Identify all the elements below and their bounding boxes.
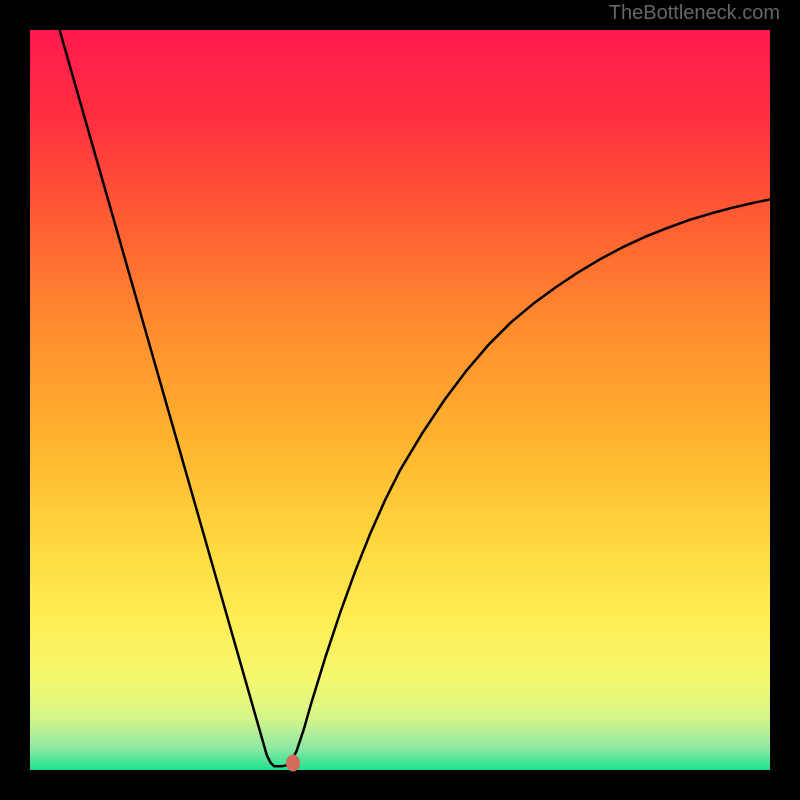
plot-area — [30, 30, 770, 770]
watermark-text: TheBottleneck.com — [609, 2, 780, 25]
optimum-marker — [286, 754, 300, 771]
bottleneck-curve — [30, 30, 770, 770]
